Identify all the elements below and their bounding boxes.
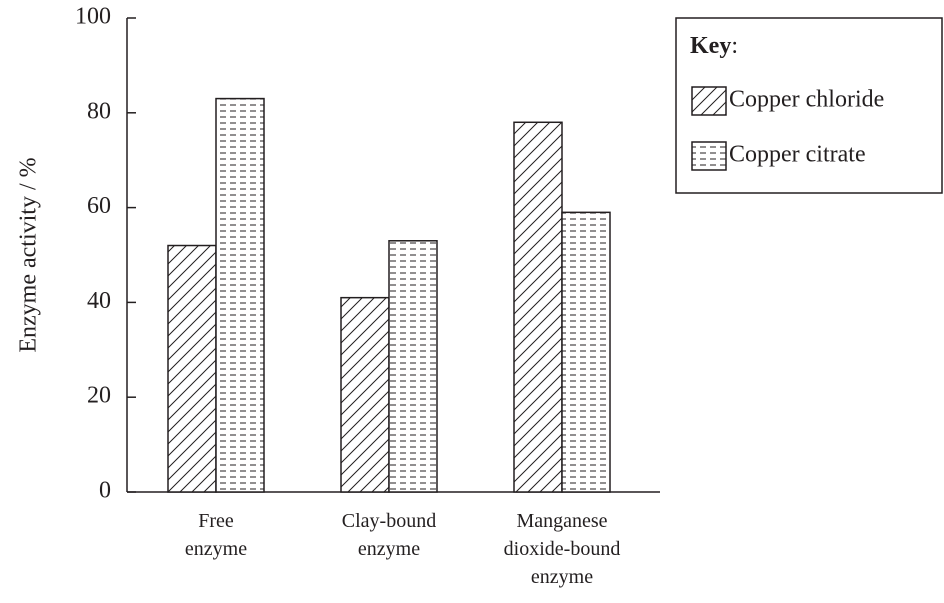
y-tick-label: 80 xyxy=(87,98,111,124)
legend-swatch xyxy=(691,141,727,171)
y-tick-label: 100 xyxy=(75,4,111,30)
bar xyxy=(167,244,217,493)
y-tick-label: 20 xyxy=(87,383,111,409)
y-tick-label: 0 xyxy=(99,478,111,504)
bar xyxy=(388,240,438,493)
bar xyxy=(561,211,611,493)
y-tick-label: 60 xyxy=(87,193,111,219)
legend-label: Copper chloride xyxy=(729,87,884,113)
y-axis-label: Enzyme activity / % xyxy=(16,157,42,352)
x-tick-label: Clay-bound enzyme xyxy=(342,510,436,560)
bar xyxy=(215,97,265,493)
x-tick-label: Manganese dioxide-bound enzyme xyxy=(504,510,621,588)
x-tick-label: Free enzyme xyxy=(185,510,247,560)
y-tick-label: 40 xyxy=(87,288,111,314)
bar xyxy=(340,296,390,493)
legend-title: Key: xyxy=(690,33,738,59)
legend-label: Copper citrate xyxy=(729,142,866,168)
legend-swatch xyxy=(691,86,727,116)
bar xyxy=(513,121,563,493)
